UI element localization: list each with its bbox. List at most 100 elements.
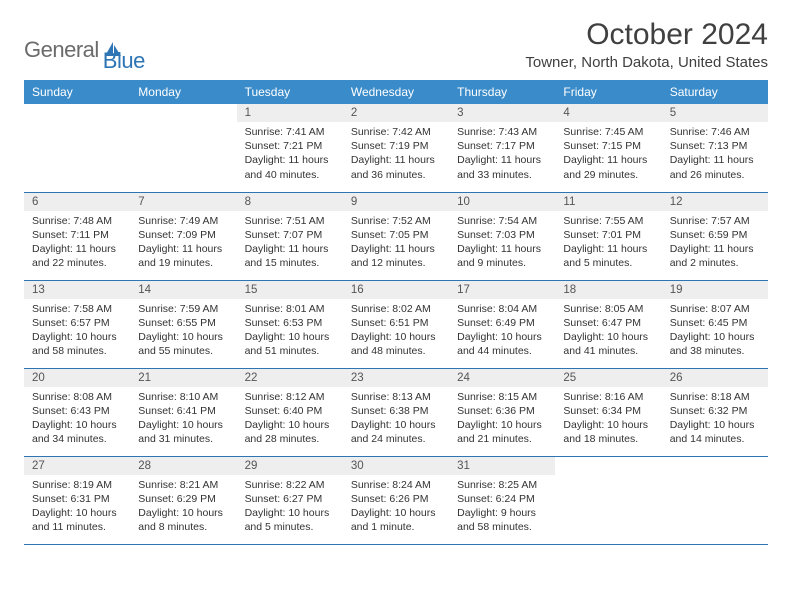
sunset-text: Sunset: 6:53 PM	[245, 316, 335, 330]
sunrise-text: Sunrise: 8:01 AM	[245, 302, 335, 316]
day-body: Sunrise: 8:25 AMSunset: 6:24 PMDaylight:…	[449, 475, 555, 540]
daylight-text: Daylight: 11 hours and 22 minutes.	[32, 242, 122, 270]
day-body: Sunrise: 7:41 AMSunset: 7:21 PMDaylight:…	[237, 122, 343, 187]
day-body: Sunrise: 7:54 AMSunset: 7:03 PMDaylight:…	[449, 211, 555, 276]
day-header-row: SundayMondayTuesdayWednesdayThursdayFrid…	[24, 80, 768, 104]
daylight-text: Daylight: 11 hours and 40 minutes.	[245, 153, 335, 181]
sunrise-text: Sunrise: 7:41 AM	[245, 125, 335, 139]
day-number: 25	[555, 369, 661, 387]
daylight-text: Daylight: 10 hours and 41 minutes.	[563, 330, 653, 358]
sunrise-text: Sunrise: 8:04 AM	[457, 302, 547, 316]
sunrise-text: Sunrise: 7:55 AM	[563, 214, 653, 228]
day-cell-24: 24Sunrise: 8:15 AMSunset: 6:36 PMDayligh…	[449, 368, 555, 456]
sunset-text: Sunset: 7:03 PM	[457, 228, 547, 242]
day-number: 31	[449, 457, 555, 475]
sunrise-text: Sunrise: 8:10 AM	[138, 390, 228, 404]
sunrise-text: Sunrise: 8:24 AM	[351, 478, 441, 492]
day-cell-30: 30Sunrise: 8:24 AMSunset: 6:26 PMDayligh…	[343, 456, 449, 544]
daylight-text: Daylight: 11 hours and 33 minutes.	[457, 153, 547, 181]
sunrise-text: Sunrise: 8:13 AM	[351, 390, 441, 404]
daylight-text: Daylight: 10 hours and 5 minutes.	[245, 506, 335, 534]
empty-cell	[130, 104, 236, 192]
sunrise-text: Sunrise: 8:21 AM	[138, 478, 228, 492]
day-body: Sunrise: 7:48 AMSunset: 7:11 PMDaylight:…	[24, 211, 130, 276]
sunrise-text: Sunrise: 7:46 AM	[670, 125, 760, 139]
daylight-text: Daylight: 11 hours and 5 minutes.	[563, 242, 653, 270]
day-cell-1: 1Sunrise: 7:41 AMSunset: 7:21 PMDaylight…	[237, 104, 343, 192]
daylight-text: Daylight: 10 hours and 31 minutes.	[138, 418, 228, 446]
day-body: Sunrise: 8:10 AMSunset: 6:41 PMDaylight:…	[130, 387, 236, 452]
day-body: Sunrise: 7:58 AMSunset: 6:57 PMDaylight:…	[24, 299, 130, 364]
daylight-text: Daylight: 10 hours and 51 minutes.	[245, 330, 335, 358]
day-number: 5	[662, 104, 768, 122]
calendar-row: 20Sunrise: 8:08 AMSunset: 6:43 PMDayligh…	[24, 368, 768, 456]
sunrise-text: Sunrise: 8:19 AM	[32, 478, 122, 492]
day-number: 26	[662, 369, 768, 387]
day-cell-17: 17Sunrise: 8:04 AMSunset: 6:49 PMDayligh…	[449, 280, 555, 368]
calendar-table: SundayMondayTuesdayWednesdayThursdayFrid…	[24, 80, 768, 545]
daylight-text: Daylight: 10 hours and 55 minutes.	[138, 330, 228, 358]
month-title: October 2024	[525, 18, 768, 52]
daylight-text: Daylight: 10 hours and 1 minute.	[351, 506, 441, 534]
daylight-text: Daylight: 9 hours and 58 minutes.	[457, 506, 547, 534]
sunset-text: Sunset: 6:41 PM	[138, 404, 228, 418]
day-body: Sunrise: 8:13 AMSunset: 6:38 PMDaylight:…	[343, 387, 449, 452]
sunset-text: Sunset: 7:13 PM	[670, 139, 760, 153]
day-number: 29	[237, 457, 343, 475]
sunset-text: Sunset: 7:17 PM	[457, 139, 547, 153]
sunset-text: Sunset: 7:05 PM	[351, 228, 441, 242]
calendar-row: 1Sunrise: 7:41 AMSunset: 7:21 PMDaylight…	[24, 104, 768, 192]
logo: General Blue	[24, 18, 145, 74]
day-number: 16	[343, 281, 449, 299]
sunrise-text: Sunrise: 7:42 AM	[351, 125, 441, 139]
day-cell-18: 18Sunrise: 8:05 AMSunset: 6:47 PMDayligh…	[555, 280, 661, 368]
sunrise-text: Sunrise: 7:59 AM	[138, 302, 228, 316]
day-number: 27	[24, 457, 130, 475]
daylight-text: Daylight: 11 hours and 15 minutes.	[245, 242, 335, 270]
day-body: Sunrise: 7:51 AMSunset: 7:07 PMDaylight:…	[237, 211, 343, 276]
day-header-friday: Friday	[555, 80, 661, 104]
day-body: Sunrise: 8:12 AMSunset: 6:40 PMDaylight:…	[237, 387, 343, 452]
day-header-saturday: Saturday	[662, 80, 768, 104]
day-number: 1	[237, 104, 343, 122]
day-body: Sunrise: 8:22 AMSunset: 6:27 PMDaylight:…	[237, 475, 343, 540]
day-body: Sunrise: 7:52 AMSunset: 7:05 PMDaylight:…	[343, 211, 449, 276]
day-number: 14	[130, 281, 236, 299]
day-number: 9	[343, 193, 449, 211]
day-cell-25: 25Sunrise: 8:16 AMSunset: 6:34 PMDayligh…	[555, 368, 661, 456]
empty-cell	[24, 104, 130, 192]
day-body: Sunrise: 7:46 AMSunset: 7:13 PMDaylight:…	[662, 122, 768, 187]
sunset-text: Sunset: 6:51 PM	[351, 316, 441, 330]
day-body: Sunrise: 7:55 AMSunset: 7:01 PMDaylight:…	[555, 211, 661, 276]
day-cell-5: 5Sunrise: 7:46 AMSunset: 7:13 PMDaylight…	[662, 104, 768, 192]
day-header-wednesday: Wednesday	[343, 80, 449, 104]
day-cell-15: 15Sunrise: 8:01 AMSunset: 6:53 PMDayligh…	[237, 280, 343, 368]
sunrise-text: Sunrise: 7:49 AM	[138, 214, 228, 228]
sunrise-text: Sunrise: 8:22 AM	[245, 478, 335, 492]
daylight-text: Daylight: 10 hours and 58 minutes.	[32, 330, 122, 358]
day-body: Sunrise: 8:24 AMSunset: 6:26 PMDaylight:…	[343, 475, 449, 540]
calendar-row: 27Sunrise: 8:19 AMSunset: 6:31 PMDayligh…	[24, 456, 768, 544]
sunset-text: Sunset: 7:15 PM	[563, 139, 653, 153]
sunrise-text: Sunrise: 7:45 AM	[563, 125, 653, 139]
logo-general-text: General	[24, 37, 99, 63]
header: General Blue October 2024 Towner, North …	[24, 18, 768, 74]
day-cell-3: 3Sunrise: 7:43 AMSunset: 7:17 PMDaylight…	[449, 104, 555, 192]
sunrise-text: Sunrise: 7:48 AM	[32, 214, 122, 228]
sunset-text: Sunset: 6:57 PM	[32, 316, 122, 330]
day-number: 12	[662, 193, 768, 211]
sunrise-text: Sunrise: 8:07 AM	[670, 302, 760, 316]
sunset-text: Sunset: 6:27 PM	[245, 492, 335, 506]
sunrise-text: Sunrise: 8:12 AM	[245, 390, 335, 404]
day-number: 23	[343, 369, 449, 387]
sunrise-text: Sunrise: 7:52 AM	[351, 214, 441, 228]
day-number: 30	[343, 457, 449, 475]
day-cell-28: 28Sunrise: 8:21 AMSunset: 6:29 PMDayligh…	[130, 456, 236, 544]
sunset-text: Sunset: 7:09 PM	[138, 228, 228, 242]
sunrise-text: Sunrise: 8:05 AM	[563, 302, 653, 316]
sunrise-text: Sunrise: 8:16 AM	[563, 390, 653, 404]
logo-blue-text: Blue	[103, 48, 145, 74]
day-body: Sunrise: 8:04 AMSunset: 6:49 PMDaylight:…	[449, 299, 555, 364]
daylight-text: Daylight: 10 hours and 14 minutes.	[670, 418, 760, 446]
sunset-text: Sunset: 6:45 PM	[670, 316, 760, 330]
